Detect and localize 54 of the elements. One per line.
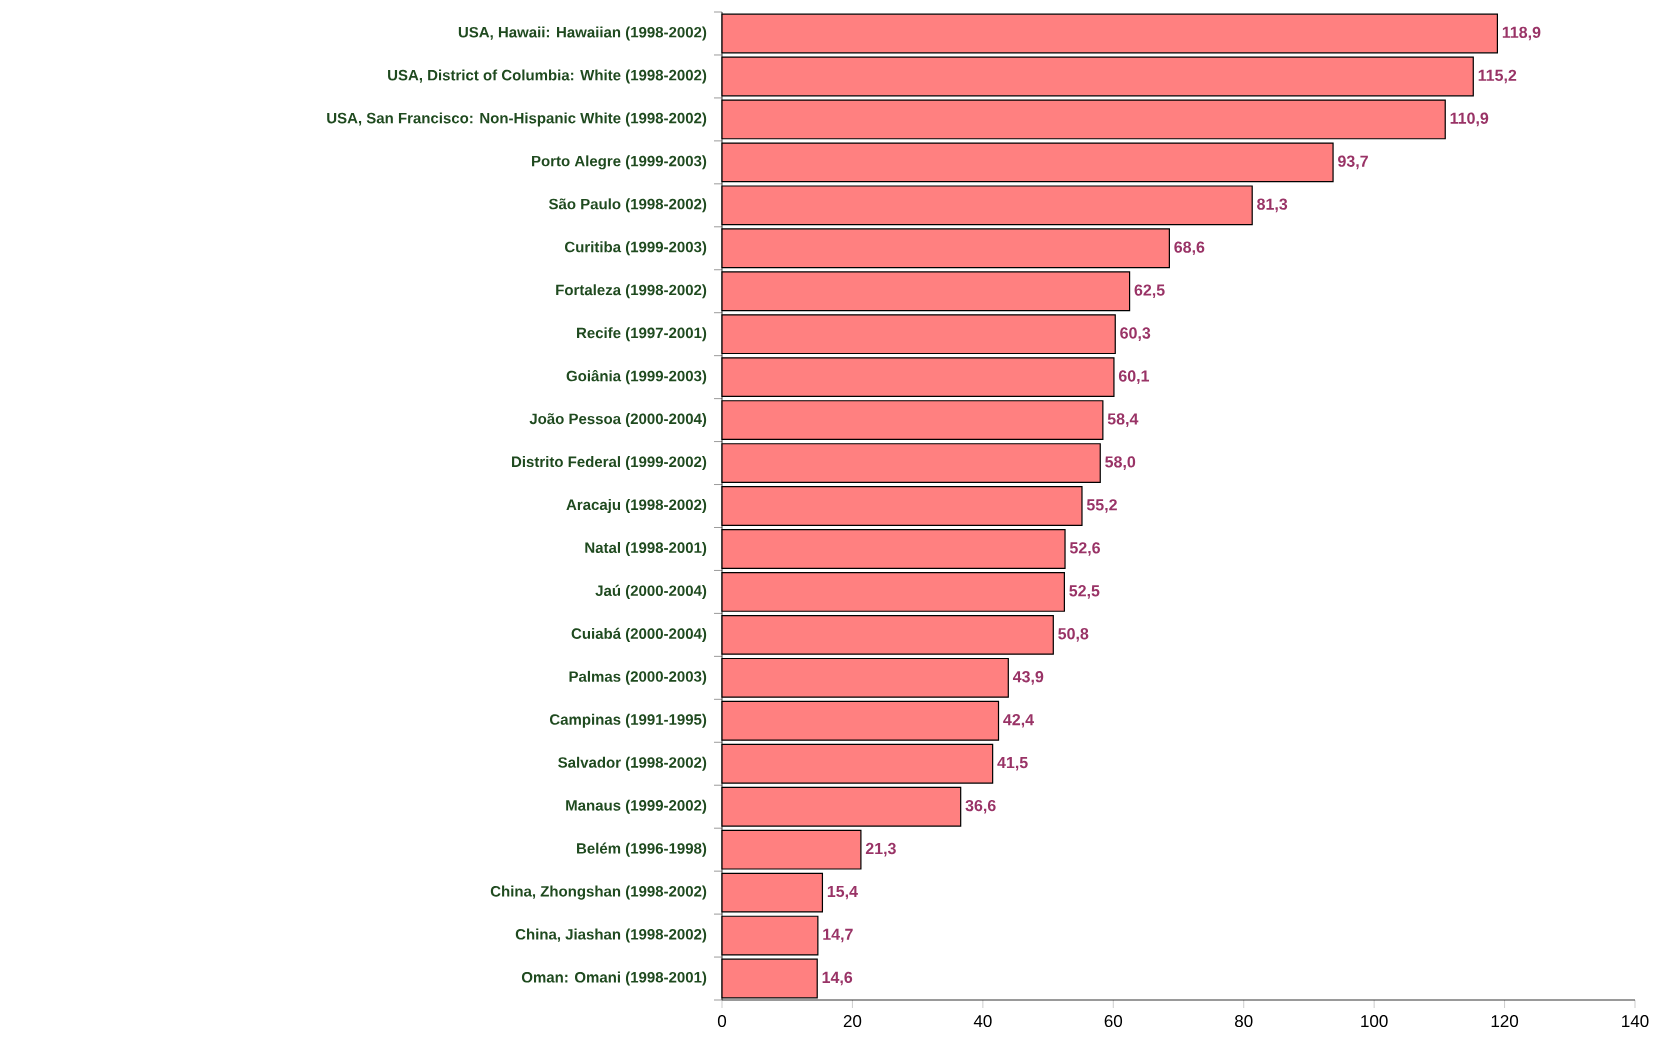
y-tick-label: Porto Alegre (1999-2003) (532, 155, 707, 170)
data-label: 36,6 (965, 799, 996, 814)
y-tick-label: USA, San Francisco: Non-Hispanic White (1998-2002) (327, 112, 707, 127)
y-tick-label: China, Jiashan (1998-2002) (515, 928, 707, 943)
y-tick-label: São Paulo (1998-2002) (548, 198, 707, 213)
y-tick-label: Jaú (2000-2004) (595, 584, 707, 599)
y-tick-label: Fortaleza (1998-2002) (556, 284, 707, 299)
data-label: 60,3 (1120, 327, 1151, 342)
y-tick-label: China, Zhongshan (1998-2002) (490, 885, 707, 900)
y-tick-label: Salvador (1998-2002) (558, 756, 707, 771)
y-tick-label: USA, District of Columbia: White (1998-2002) (388, 69, 707, 84)
data-label: 58,0 (1105, 456, 1136, 470)
y-tick-label: Recife (1997-2001) (577, 327, 707, 342)
x-tick-label: 60 (1104, 1015, 1123, 1028)
y-tick-label: Distrito Federal (1999-2002) (512, 456, 707, 471)
data-label: 50,8 (1058, 628, 1089, 642)
data-label: 42,4 (1003, 713, 1034, 728)
data-label: 93,7 (1338, 155, 1368, 170)
x-tick-label: 40 (973, 1015, 992, 1028)
data-label: 81,3 (1257, 198, 1288, 213)
y-tick-label: João Pessoa (2000-2004) (529, 413, 707, 428)
x-tick-label: 100 (1361, 1015, 1388, 1028)
y-tick-label: Curitiba (1999-2003) (565, 241, 707, 256)
data-label: 43,9 (1012, 671, 1044, 685)
y-tick-label: Cuiabá (2000-2004) (571, 627, 707, 642)
x-tick-label: 80 (1235, 1015, 1253, 1028)
data-label: 52,5 (1069, 585, 1100, 599)
data-label: 115,2 (1478, 69, 1517, 84)
y-tick-label: Aracaju (1998-2002) (566, 499, 707, 513)
data-label: 60,1 (1118, 370, 1150, 384)
y-tick-label: Natal (1998-2001) (585, 542, 707, 556)
x-tick-label: 120 (1491, 1015, 1519, 1028)
y-tick-label: Campinas (1991-1995) (549, 713, 707, 728)
data-label: 14,6 (822, 971, 853, 986)
data-label: 14,7 (823, 928, 853, 943)
x-tick-label: 140 (1622, 1015, 1649, 1028)
x-tick-label: 20 (843, 1015, 862, 1028)
data-label: 55,2 (1086, 499, 1117, 513)
data-label: 15,4 (827, 885, 858, 900)
data-label: 62,5 (1134, 284, 1165, 299)
data-label: 41,5 (997, 757, 1028, 771)
y-tick-label: Palmas (2000-2003) (569, 670, 707, 685)
data-label: 58,4 (1107, 413, 1139, 427)
y-tick-label: Goiânia (1999-2003) (566, 369, 707, 385)
data-label: 68,6 (1174, 241, 1205, 256)
y-tick-label: Belém (1996-1998) (577, 842, 707, 857)
y-tick-label: USA, Hawaii: Hawaiian (1998-2002) (458, 26, 707, 41)
y-tick-label: Oman: Omani (1998-2001) (521, 971, 707, 986)
data-label: 52,6 (1069, 542, 1100, 556)
data-label: 21,3 (865, 842, 896, 857)
x-tick-label: 0 (717, 1015, 727, 1028)
data-label: 110,9 (1450, 112, 1489, 127)
y-tick-label: Manaus (1999-2002) (566, 799, 707, 814)
data-label: 118,9 (1502, 26, 1541, 41)
